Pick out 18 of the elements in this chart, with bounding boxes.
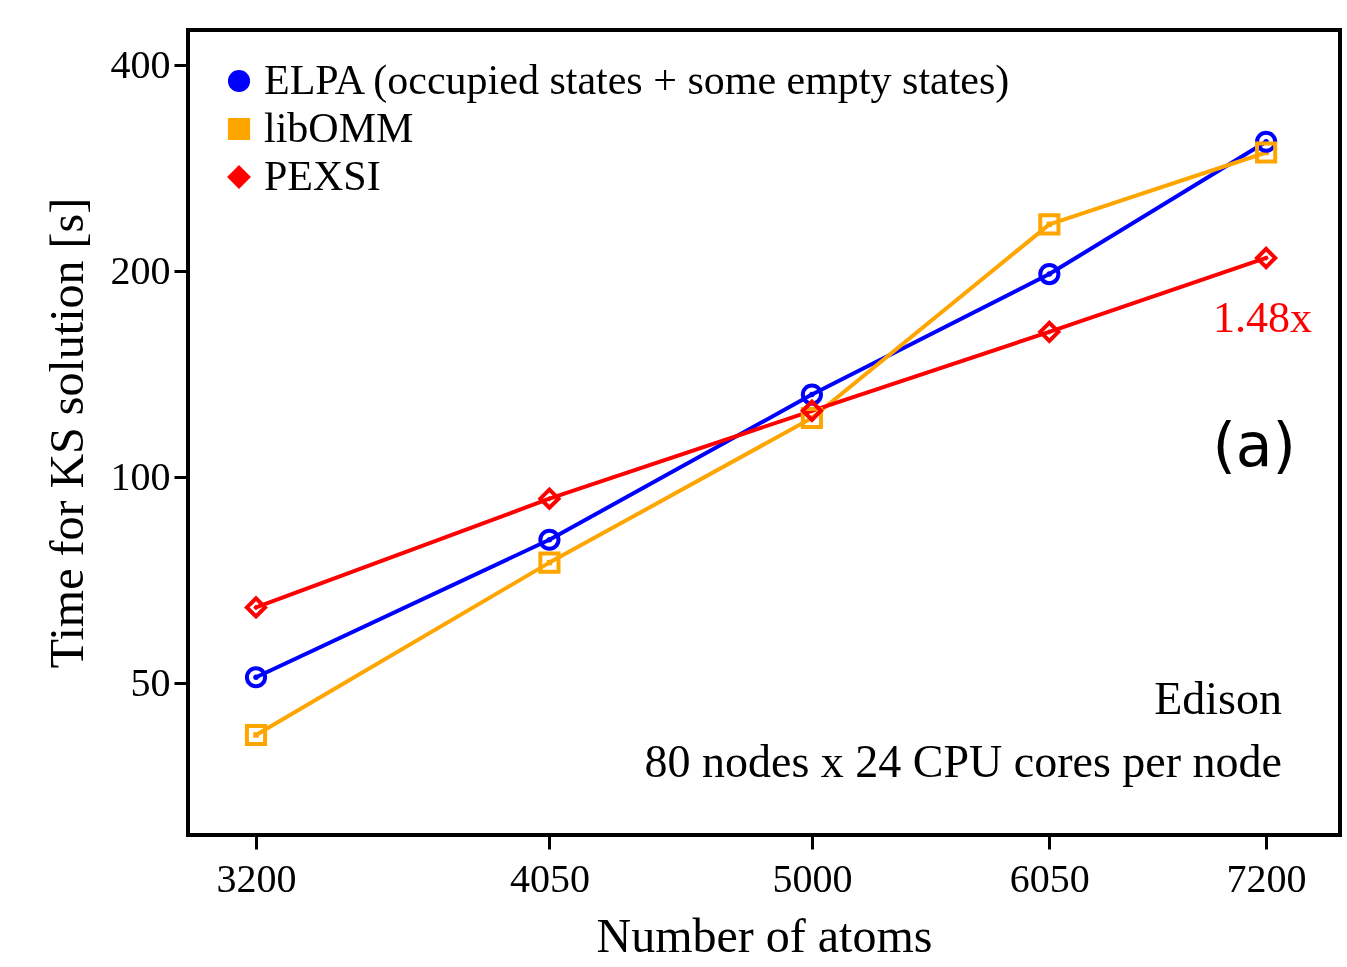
legend-label: libOMM [264, 105, 414, 151]
legend-label: ELPA (occupied states + some empty states) [264, 57, 1010, 104]
legend-label: PEXSI [264, 153, 381, 199]
x-tick-label: 6050 [1009, 855, 1090, 901]
x-tick-label: 5000 [772, 855, 853, 901]
annotation: (a) [1212, 410, 1296, 480]
y-tick-label: 400 [110, 41, 171, 87]
y-tick-label: 200 [110, 247, 171, 293]
y-tick-label: 100 [110, 453, 171, 499]
y-tick-label: 50 [130, 659, 171, 705]
annotation: Edison [1154, 673, 1282, 724]
x-tick-label: 3200 [216, 855, 297, 901]
annotation: 80 nodes x 24 CPU cores per node [644, 736, 1282, 787]
x-tick-label: 7200 [1226, 855, 1307, 901]
x-tick-label: 4050 [509, 855, 590, 901]
y-axis-title: Time for KS solution [s] [39, 197, 93, 669]
x-axis-title: Number of atoms [596, 908, 933, 962]
annotation: 1.48x [1213, 293, 1312, 342]
